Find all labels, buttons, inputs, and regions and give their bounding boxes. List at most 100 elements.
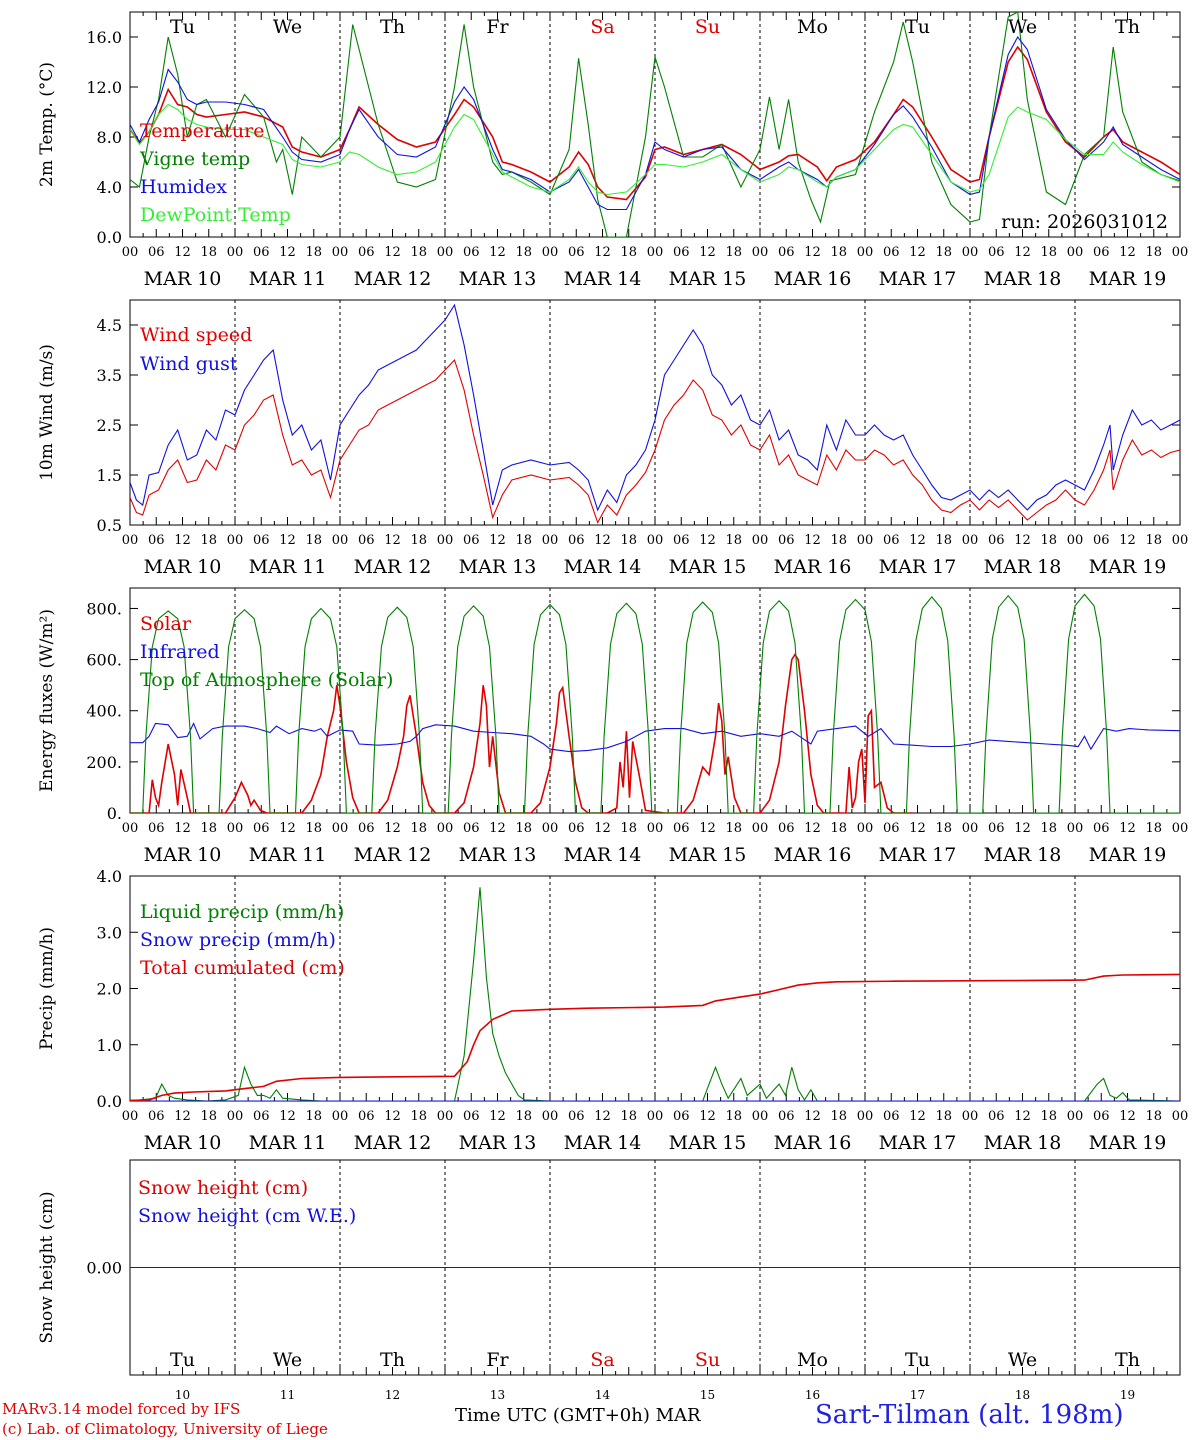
day-abbr-label: Tu [170, 16, 195, 38]
hour-tick-label: 18 [725, 533, 742, 548]
hour-tick-label: 06 [883, 245, 900, 260]
legend-entry: Vigne temp [139, 148, 250, 170]
hour-tick-label: 12 [174, 1109, 191, 1124]
hour-tick-label: 00 [647, 821, 664, 836]
hour-tick-label: 18 [620, 533, 637, 548]
hour-tick-label: 06 [358, 245, 375, 260]
hour-tick-label: 12 [594, 1109, 611, 1124]
hour-tick-label: 00 [227, 821, 244, 836]
hour-tick-label: 06 [883, 533, 900, 548]
hour-tick-label: 00 [437, 1109, 454, 1124]
hour-tick-label: 06 [463, 821, 480, 836]
hour-tick-label: 00 [332, 245, 349, 260]
y-tick-label: 2.5 [97, 416, 122, 435]
y-tick-label: 3.0 [97, 923, 122, 942]
date-label: MAR 18 [984, 268, 1062, 290]
date-label: MAR 19 [1089, 556, 1167, 578]
hour-tick-label: 00 [227, 245, 244, 260]
series-line-energy-0 [130, 652, 913, 813]
date-label: MAR 18 [984, 1132, 1062, 1154]
day-abbr-label: We [1008, 16, 1037, 38]
hour-tick-label: 18 [935, 533, 952, 548]
day-abbr-label: We [1008, 1349, 1037, 1371]
day-abbr-label: Th [1115, 1349, 1140, 1371]
day-abbr-label: Mo [797, 1349, 828, 1371]
hour-tick-label: 12 [174, 245, 191, 260]
legend-entry: Snow precip (mm/h) [140, 929, 336, 951]
hour-tick-label: 06 [883, 1109, 900, 1124]
day-abbr-label: Th [1115, 16, 1140, 38]
hour-tick-label: 06 [1093, 245, 1110, 260]
run-label: run: 2026031012 [1001, 211, 1168, 233]
hour-tick-label: 00 [857, 533, 874, 548]
y-tick-label: 4.0 [97, 178, 122, 197]
hour-tick-label: 12 [594, 821, 611, 836]
y-tick-label: 0. [107, 804, 122, 823]
hour-tick-label: 00 [542, 533, 559, 548]
hour-tick-label: 12 [909, 821, 926, 836]
y-tick-label: 1.0 [97, 1036, 122, 1055]
hour-tick-label: 00 [1067, 1109, 1084, 1124]
date-label: MAR 17 [879, 1132, 957, 1154]
date-label: MAR 16 [774, 556, 852, 578]
y-tick-label: 16.0 [86, 28, 122, 47]
hour-tick-label: 00 [752, 533, 769, 548]
hour-tick-label: 12 [804, 245, 821, 260]
hour-tick-label: 12 [489, 245, 506, 260]
day-abbr-label: Tu [905, 16, 930, 38]
day-number-label: 14 [595, 1388, 611, 1402]
hour-tick-label: 06 [778, 245, 795, 260]
hour-tick-label: 12 [699, 821, 716, 836]
hour-tick-label: 06 [673, 245, 690, 260]
hour-tick-label: 06 [253, 245, 270, 260]
hour-tick-label: 00 [542, 821, 559, 836]
hour-tick-label: 12 [1119, 533, 1136, 548]
hour-tick-label: 12 [804, 1109, 821, 1124]
hour-tick-label: 18 [830, 821, 847, 836]
day-abbr-label: Su [695, 1349, 720, 1371]
hour-tick-label: 12 [594, 245, 611, 260]
y-tick-label: 0.0 [97, 1092, 122, 1111]
hour-tick-label: 00 [962, 821, 979, 836]
hour-tick-label: 06 [778, 1109, 795, 1124]
series-line-precip-0 [130, 887, 1180, 1101]
hour-tick-label: 18 [515, 245, 532, 260]
day-number-label: 18 [1015, 1388, 1030, 1402]
date-label: MAR 14 [564, 268, 642, 290]
hour-tick-label: 12 [804, 821, 821, 836]
date-label: MAR 12 [354, 556, 432, 578]
day-abbr-label: Tu [170, 1349, 195, 1371]
hour-tick-label: 18 [1040, 533, 1057, 548]
day-abbr-label: Th [380, 16, 405, 38]
hour-tick-label: 18 [935, 821, 952, 836]
date-label: MAR 17 [879, 556, 957, 578]
y-tick-label: 800. [86, 599, 122, 618]
hour-tick-label: 06 [568, 245, 585, 260]
hour-tick-label: 06 [358, 533, 375, 548]
legend-entry: DewPoint Temp [140, 204, 291, 226]
hour-tick-label: 00 [1067, 533, 1084, 548]
hour-tick-label: 00 [752, 245, 769, 260]
hour-tick-label: 18 [305, 1109, 322, 1124]
hour-tick-label: 06 [673, 533, 690, 548]
hour-tick-label: 00 [542, 1109, 559, 1124]
day-number-label: 17 [910, 1388, 925, 1402]
hour-tick-label: 18 [1040, 821, 1057, 836]
hour-tick-label: 12 [699, 533, 716, 548]
hour-tick-label: 00 [752, 1109, 769, 1124]
hour-tick-label: 12 [489, 1109, 506, 1124]
date-label: MAR 15 [669, 556, 747, 578]
date-label: MAR 13 [459, 268, 537, 290]
y-tick-label: 12.0 [86, 78, 122, 97]
hour-tick-label: 00 [962, 533, 979, 548]
hour-tick-label: 12 [174, 533, 191, 548]
date-label: MAR 17 [879, 844, 957, 866]
hour-tick-label: 06 [148, 245, 165, 260]
date-label: MAR 16 [774, 268, 852, 290]
y-tick-label: 1.5 [97, 466, 122, 485]
hour-tick-label: 06 [463, 245, 480, 260]
hour-tick-label: 06 [463, 533, 480, 548]
hour-tick-label: 06 [778, 533, 795, 548]
hour-tick-label: 12 [699, 245, 716, 260]
date-label: MAR 13 [459, 556, 537, 578]
